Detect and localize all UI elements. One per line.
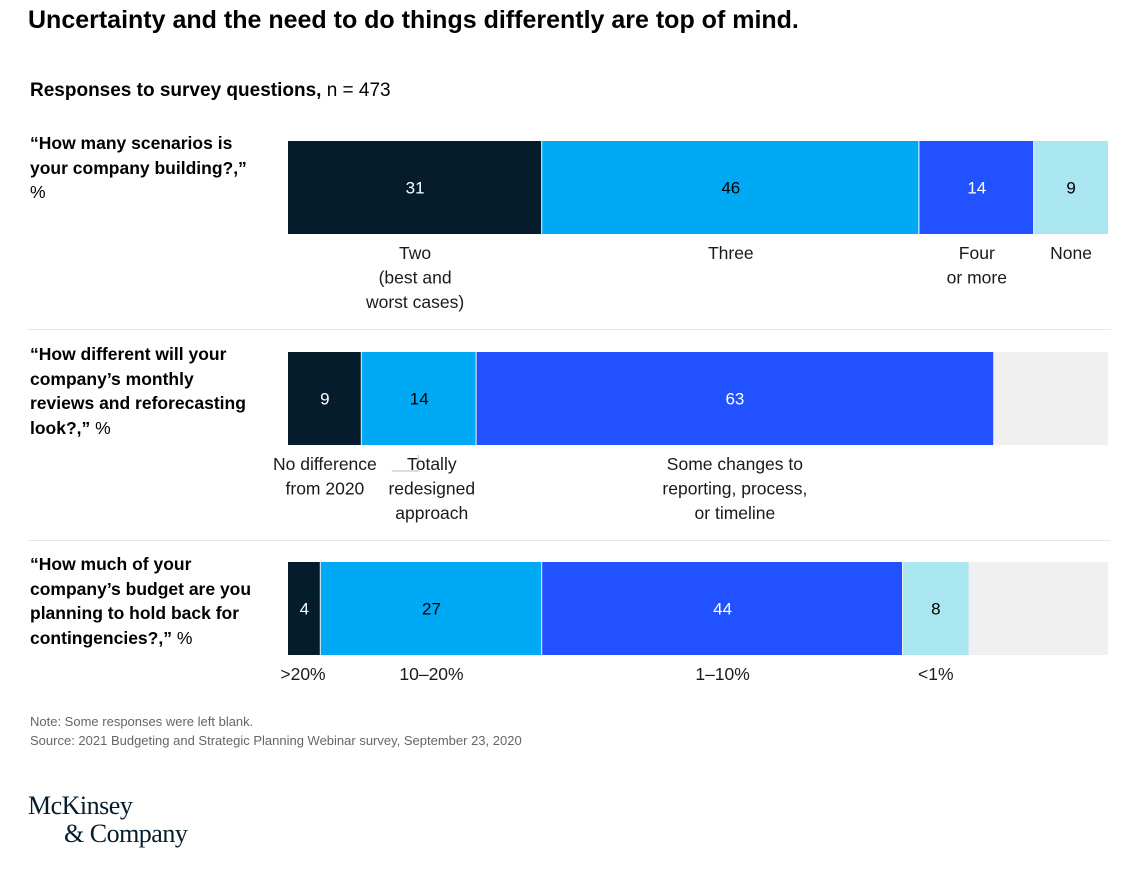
value-label-3-4: 8 [931,600,940,619]
bar-segment-1-2 [542,141,919,234]
category-label-1-3: Four or more [947,243,1007,288]
section-divider-2 [28,540,1111,541]
category-label-3-1: >20% [280,664,325,684]
source-text: Source: 2021 Budgeting and Strategic Pla… [30,733,522,748]
chart-subtitle: Responses to survey questions, n = 473 [30,80,391,102]
value-label-3-1: 4 [300,600,309,619]
subtitle-sample-size: n = 473 [321,80,391,101]
logo-line-2: & Company [64,819,188,848]
value-label-1-4: 9 [1066,179,1075,198]
category-label-2-1: No difference from 2020 [273,454,377,499]
category-label-2-3: Some changes to reporting, process, or tim… [662,454,807,523]
bar-segment-1-1 [288,141,542,234]
category-label-1-1: Two (best and worst cases) [365,243,464,312]
mckinsey-logo: McKinsey & Company [28,791,188,848]
category-label-3-4: <1% [918,664,954,684]
question-1-text: “How many scenarios is your company buil… [30,133,247,178]
logo-line-1: McKinsey [28,791,133,820]
category-label-3-2: 10–20% [399,664,463,684]
subtitle-bold: Responses to survey questions, [30,80,322,101]
value-label-1-3: 14 [967,179,986,198]
leader-line [391,455,419,472]
category-label-1-4: None [1050,243,1092,263]
question-2-unit: % [95,417,111,438]
value-label-1-2: 46 [721,179,740,198]
question-3-text: “How much of your company’s budget are y… [30,554,252,648]
category-label-2-2: Totally redesigned approach [388,454,475,523]
stacked-bar-chart: 31 Two (best and worst cases) 46 Three 14 Four o… [273,141,1108,684]
bar-segment-3-3 [542,562,902,655]
bar-segment-1-3 [919,141,1034,234]
value-label-2-1: 9 [320,390,329,409]
bar-segment-2-1 [288,352,361,445]
category-label-1-2: Three [708,243,754,263]
category-label-3-3: 1–10% [695,664,750,684]
bar-group-3: 4 >20% 27 10–20% 44 1–10% 8 <1% [280,562,1108,684]
question-2-text: “How different will your company’s month… [30,344,246,438]
bar-segment-1-4 [1034,141,1108,234]
value-label-3-3: 44 [713,600,732,619]
question-1-unit: % [30,182,46,202]
question-1: “How many scenarios is your company buil… [30,131,260,205]
bar-group-2: 9 No difference from 2020 14 Totally redesign… [273,352,1108,523]
bar-segment-2-3 [476,352,994,445]
bar-segment-3-1 [288,562,320,655]
footnote: Note: Some responses were left blank. So… [30,712,522,750]
question-3: “How much of your company’s budget are y… [30,552,260,650]
bar-group-1: 31 Two (best and worst cases) 46 Three 14 Four o… [288,141,1108,312]
section-divider-1 [28,329,1111,330]
note-text: Note: Some responses were left blank. [30,714,254,729]
value-label-3-2: 27 [422,600,441,619]
question-3-unit: % [176,627,193,648]
value-label-2-3: 63 [725,390,744,409]
bar-segment-3-2 [320,562,542,655]
bar-segment-3-4 [903,562,969,655]
bar-segment-2-2 [361,352,476,445]
question-2: “How different will your company’s month… [30,342,260,440]
value-label-2-2: 14 [410,390,429,409]
value-label-1-1: 31 [406,179,425,198]
chart-title: Uncertainty and the need to do things di… [28,6,799,34]
